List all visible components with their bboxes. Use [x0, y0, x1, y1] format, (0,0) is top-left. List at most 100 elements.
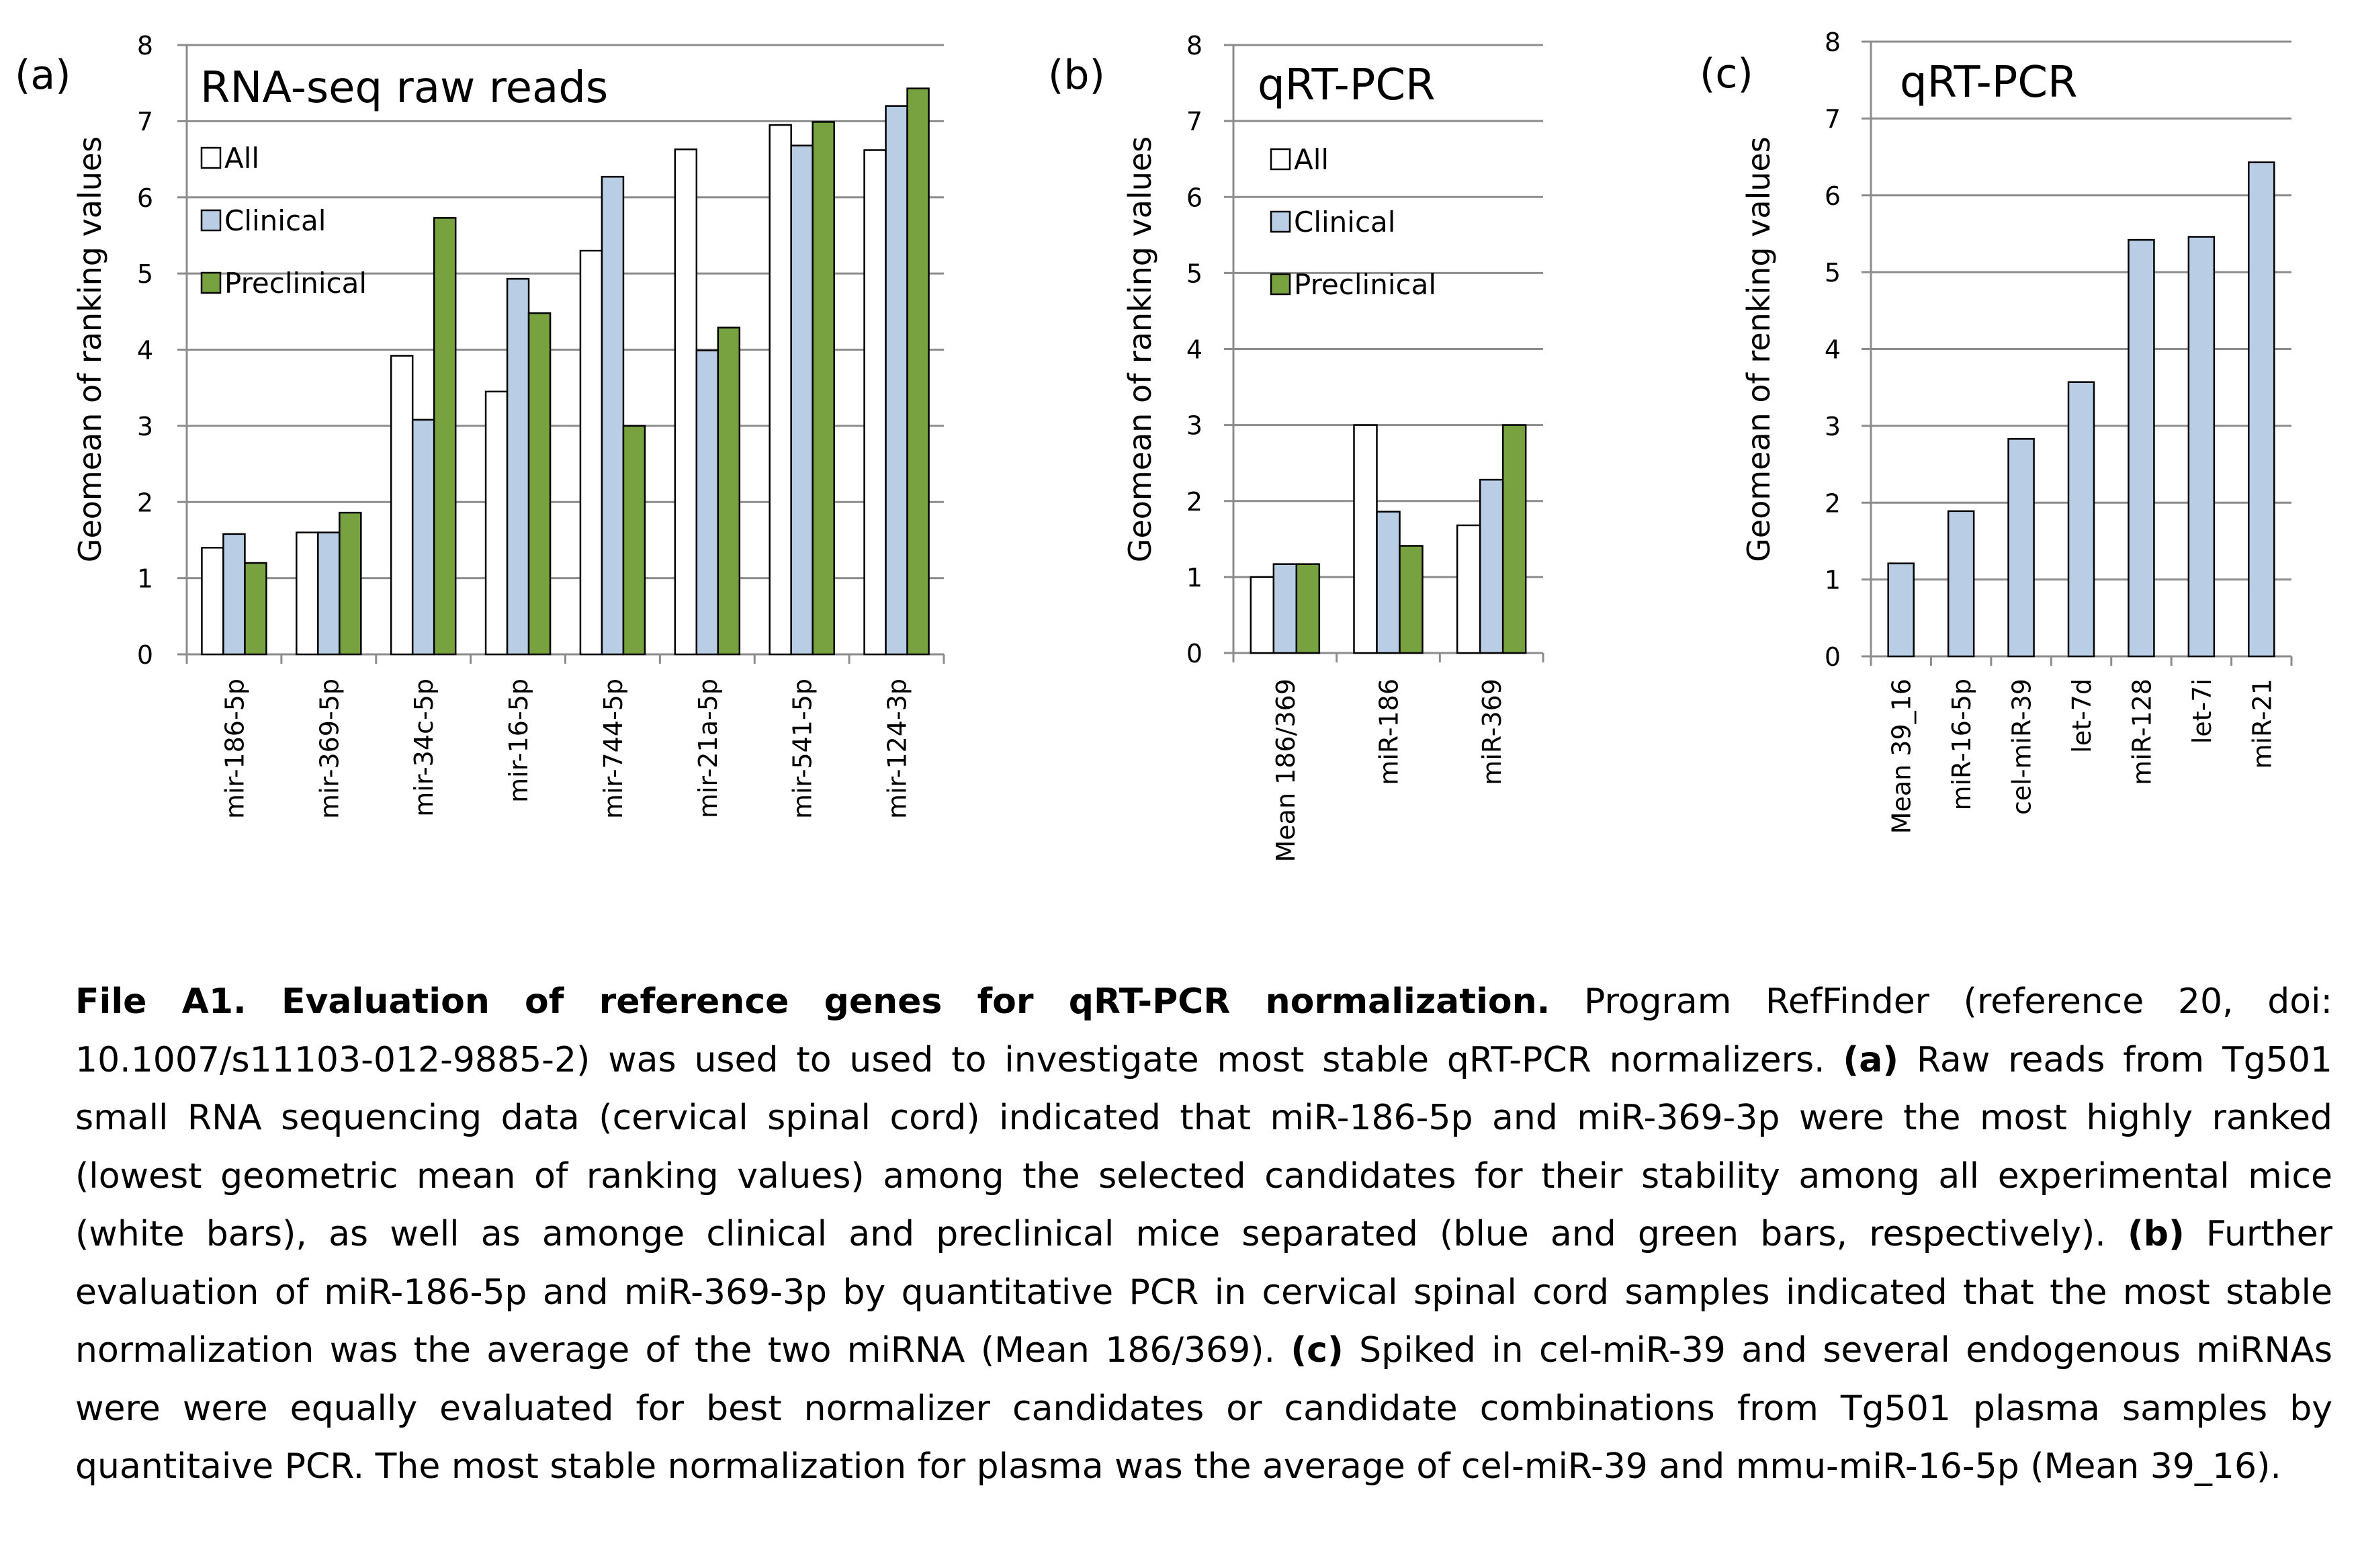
panel-c-y-tick-label: 1: [1825, 566, 1841, 595]
panel-a-bar-clinical: [790, 144, 814, 656]
panel-a-bar-all: [296, 531, 319, 656]
panel-a-bar-all: [390, 355, 414, 656]
panel-a-category-label: mir-744-5p: [599, 679, 628, 819]
panel-b-legend-swatch-all: [1270, 148, 1291, 171]
panel-a-bar-preclinical: [433, 217, 457, 656]
panel-b-legend-label-all: All: [1294, 143, 1329, 176]
panel-c-bar-clinical: [1947, 510, 1975, 658]
panel-b-bar-clinical: [1479, 478, 1504, 654]
caption-a-text: Raw reads from Tg501 small RNA sequencin…: [75, 1039, 2332, 1255]
panel-a-bar-preclinical: [339, 511, 362, 656]
panel-a-y-tick-label: 1: [137, 564, 153, 594]
panel-a-bar-preclinical: [812, 121, 835, 656]
panel-c-bar-clinical: [1887, 562, 1915, 658]
panel-a-y-tick-label: 4: [137, 336, 153, 365]
panel-a-category-label: mir-369-5p: [314, 679, 344, 819]
panel-a-category-label: mir-124-3p: [883, 679, 912, 819]
panel-c-category-label: Mean 39_16: [1887, 679, 1917, 834]
panel-c-y-tick-label: 7: [1825, 104, 1841, 134]
panel-b-bar-clinical: [1376, 511, 1401, 654]
panel-a-bar-all: [579, 249, 603, 656]
panel-b-bar-all: [1456, 524, 1481, 654]
panel-a-bar-all: [484, 390, 509, 656]
panel-a-label: (a): [15, 52, 71, 99]
panel-a-bar-all: [863, 149, 887, 656]
panel-a-y-tick-label: 3: [137, 412, 153, 441]
panel-a-bar-clinical: [317, 531, 341, 656]
panel-a-legend-label-preclinical: Preclinical: [224, 267, 367, 300]
panel-a-bar-clinical: [222, 533, 246, 656]
panel-c-y-tick-label: 0: [1825, 642, 1841, 672]
panel-b-category-label: Mean 186/369: [1271, 679, 1301, 862]
panel-a-y-tick-label: 2: [137, 488, 153, 517]
figure-caption: File A1. Evaluation of reference genes f…: [75, 973, 2332, 1496]
panel-c-y-tick-label: 6: [1825, 181, 1841, 211]
panel-b-y-tick-label: 4: [1186, 335, 1203, 365]
panel-b-y-tick-label: 7: [1186, 107, 1203, 136]
panel-b-bar-all: [1353, 424, 1378, 654]
panel-b-bar-preclinical: [1501, 424, 1527, 654]
panel-b-label: (b): [1048, 52, 1105, 99]
panel-c-category-label: let-7i: [2187, 679, 2217, 744]
panel-a-legend-swatch-preclinical: [200, 271, 222, 294]
panel-a-bar-clinical: [411, 419, 435, 656]
panel-c-bar-clinical: [2248, 161, 2275, 658]
panel-c-bar-clinical: [2128, 238, 2155, 658]
panel-a-y-tick-label: 7: [137, 107, 153, 136]
panel-a-bar-clinical: [885, 105, 908, 656]
panel-a-bar-all: [769, 124, 792, 656]
panel-a-bar-preclinical: [622, 425, 646, 656]
panel-c-bar-clinical: [2187, 236, 2216, 658]
panel-a-y-tick-label: 8: [137, 31, 153, 60]
panel-a-category-label: mir-21a-5p: [693, 679, 723, 818]
figure-charts: 0 1 2 3 4 5 6 7 8 mir-186-5p mir-369-5p mir-34c-5p m…: [15, 28, 2293, 862]
panel-a-title: RNA-seq raw reads: [200, 63, 608, 113]
panel-c-label: (c): [1700, 50, 1753, 97]
panel-a-y-tick-label: 5: [137, 259, 153, 289]
panel-a-bar-all: [674, 148, 698, 656]
panel-b-bar-clinical: [1272, 563, 1298, 654]
panel-a-legend-swatch-clinical: [200, 209, 222, 232]
panel-a-bar-clinical: [506, 277, 530, 656]
caption-intro: Program RefFinder (reference 20, doi: 10…: [75, 982, 2332, 1080]
panel-b-bar-preclinical: [1399, 545, 1424, 654]
panel-b-y-tick-label: 2: [1186, 487, 1203, 517]
panel-a-y-tick-label: 0: [137, 640, 153, 670]
panel-b-legend-label-clinical: Clinical: [1294, 206, 1395, 238]
caption-c-text: Spiked in cel-miR-39 and several endogen…: [75, 1330, 2332, 1487]
panel-b-bar-preclinical: [1295, 563, 1321, 654]
panel-a-bar-clinical: [601, 175, 625, 656]
panel-a-bar-preclinical: [527, 312, 552, 656]
panel-b-legend-swatch-clinical: [1270, 210, 1291, 233]
panel-b-y-tick-label: 3: [1186, 411, 1203, 441]
panel-b-y-tick-label: 6: [1186, 183, 1203, 212]
panel-a-bar-preclinical: [717, 326, 741, 656]
panel-a-legend-label-clinical: Clinical: [224, 204, 326, 237]
panel-a-category-label: mir-16-5p: [504, 679, 533, 803]
panel-a-y-tick-label: 6: [137, 183, 153, 213]
panel-b-legend-swatch-preclinical: [1270, 273, 1291, 296]
panel-b-y-tick-label: 5: [1186, 259, 1203, 288]
panel-c-y-tick-label: 2: [1825, 488, 1841, 518]
caption-a-label: (a): [1843, 1039, 1899, 1080]
panel-c-y-tick-label: 3: [1825, 412, 1841, 441]
panel-a-bar-preclinical: [906, 87, 930, 656]
panel-a-y-axis-label: Geomean of ranking values: [72, 136, 108, 562]
panel-c-bar-clinical: [2007, 438, 2035, 658]
caption-b-text: Further evaluation of miR-186-5p and miR…: [75, 1214, 2332, 1370]
caption-b-label: (b): [2127, 1214, 2185, 1254]
panel-c-category-label: miR-128: [2127, 679, 2156, 785]
panel-a-category-label: mir-541-5p: [788, 679, 818, 819]
panel-c-category-label: miR-21: [2247, 679, 2277, 769]
panel-c-category-label: let-7d: [2067, 679, 2097, 753]
panel-b-title: qRT-PCR: [1258, 60, 1436, 110]
panel-a-bar-all: [201, 547, 224, 656]
caption-c-label: (c): [1291, 1330, 1344, 1370]
panel-c-y-tick-label: 8: [1825, 28, 1841, 57]
panel-a-bar-clinical: [695, 349, 719, 656]
panel-b-y-tick-label: 0: [1186, 639, 1203, 668]
panel-a-legend-label-all: All: [224, 142, 259, 175]
panel-c-bar-clinical: [2067, 381, 2095, 658]
panel-a-legend-swatch-all: [200, 146, 222, 169]
panel-a-bar-preclinical: [244, 562, 267, 656]
